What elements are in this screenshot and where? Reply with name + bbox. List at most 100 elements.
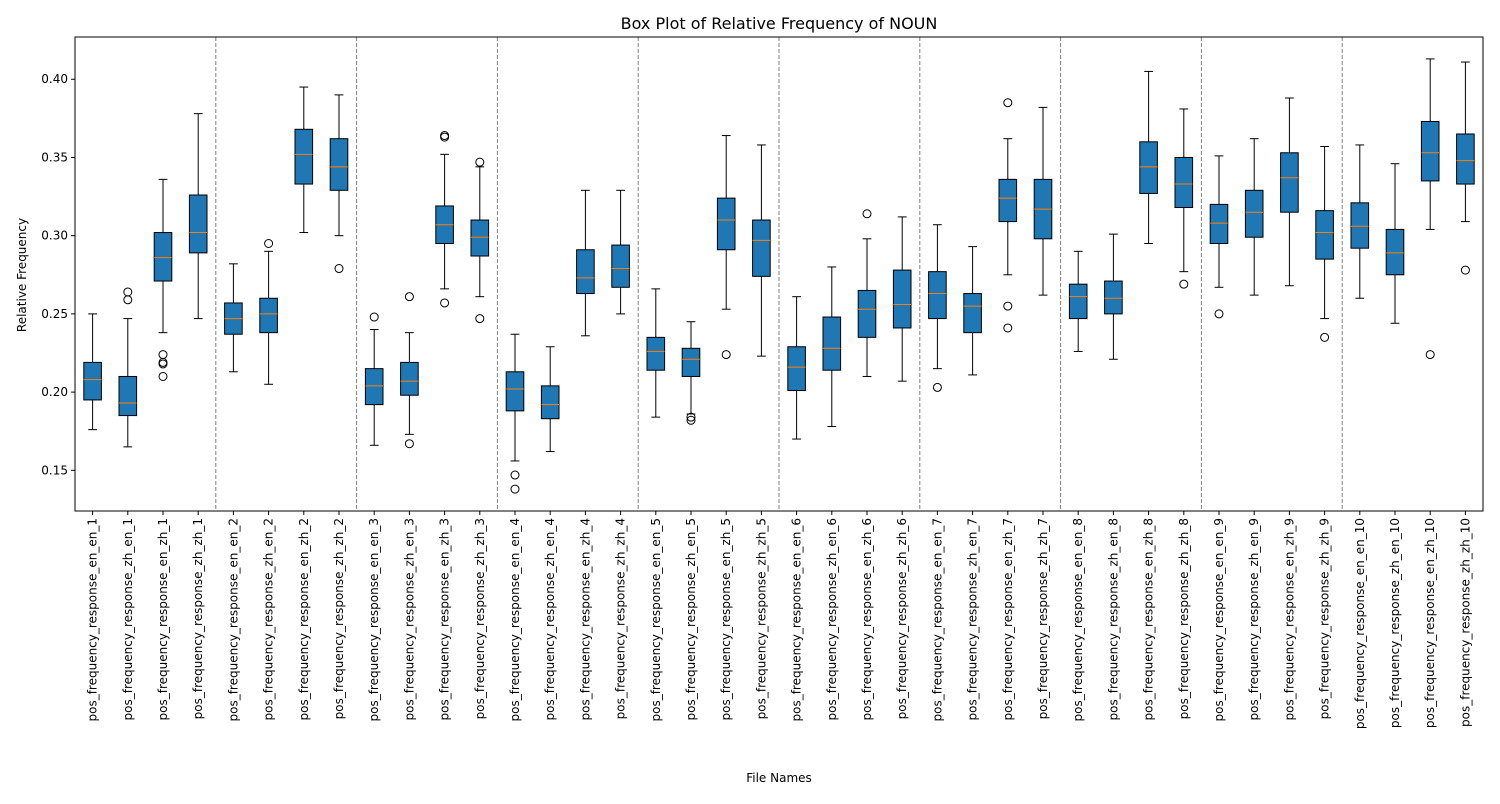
x-tick-label: pos_frequency_response_zh_zh_9 [1318, 518, 1332, 719]
x-tick-label: pos_frequency_response_en_en_1 [86, 518, 100, 722]
x-tick-label: pos_frequency_response_en_zh_3 [438, 518, 452, 720]
box-body [1209, 203, 1229, 244]
y-tick-label: 0.30 [41, 229, 68, 243]
x-tick-label: pos_frequency_response_zh_en_6 [825, 518, 839, 720]
box-5 [224, 263, 243, 373]
outlier-point [932, 382, 942, 392]
x-tick-label: pos_frequency_response_zh_zh_2 [332, 518, 346, 719]
x-tick-label: pos_frequency_response_zh_en_9 [1247, 518, 1261, 720]
box-3 [153, 178, 173, 381]
outlier-point [1179, 279, 1189, 289]
outlier-point [686, 412, 696, 422]
box-body [1350, 202, 1370, 249]
box-21 [787, 296, 806, 440]
box-body [1068, 283, 1088, 320]
outlier-point [862, 209, 872, 219]
box-body [576, 249, 595, 295]
box-series [83, 58, 1475, 494]
box-39 [1420, 58, 1440, 360]
x-tick-label: pos_frequency_response_zh_zh_4 [614, 518, 628, 719]
x-tick-label: pos_frequency_response_en_en_4 [508, 518, 522, 722]
outlier-point [158, 350, 168, 360]
box-body [118, 375, 138, 417]
x-tick-label: pos_frequency_response_zh_zh_7 [1036, 518, 1050, 719]
box-body [364, 368, 384, 406]
x-tick-label: pos_frequency_response_zh_en_8 [1106, 518, 1120, 720]
box-17 [646, 288, 666, 418]
outlier-point [1003, 301, 1013, 311]
box-body [646, 336, 666, 371]
chart-title: Box Plot of Relative Frequency of NOUN [621, 14, 938, 33]
box-14 [540, 346, 560, 453]
box-8 [329, 94, 349, 274]
box-body [329, 138, 349, 191]
box-body [1420, 120, 1440, 182]
outlier-point [686, 415, 696, 425]
x-tick-label: pos_frequency_response_zh_en_5 [684, 518, 698, 720]
box-body [259, 297, 278, 334]
outlier-point [1320, 332, 1330, 342]
y-tick-label: 0.15 [41, 463, 68, 477]
x-tick-label: pos_frequency_response_en_en_8 [1071, 518, 1085, 722]
group-separators [215, 37, 1343, 511]
x-tick-label: pos_frequency_response_en_zh_10 [1423, 518, 1437, 728]
x-tick-label: pos_frequency_response_en_zh_4 [578, 518, 592, 720]
box-body [294, 128, 314, 185]
box-body [470, 219, 490, 257]
box-body [1174, 156, 1194, 209]
y-axis-label: Relative Frequency [15, 218, 29, 332]
box-40 [1456, 61, 1475, 275]
box-20 [752, 144, 771, 357]
box-12 [470, 157, 490, 324]
box-2 [118, 287, 138, 448]
x-tick-label: pos_frequency_response_zh_en_2 [262, 518, 276, 720]
box-body [1456, 133, 1475, 185]
outlier-point [510, 484, 520, 494]
box-body [1315, 210, 1334, 260]
box-body [963, 293, 982, 334]
box-body [752, 219, 771, 277]
box-body [787, 346, 806, 392]
box-23 [857, 209, 877, 377]
box-body [892, 269, 912, 329]
box-29 [1068, 250, 1088, 352]
box-33 [1209, 155, 1229, 319]
outlier-point [1214, 309, 1224, 319]
box-22 [822, 266, 842, 428]
box-body [1280, 152, 1299, 213]
x-axis-ticks: pos_frequency_response_en_en_1 pos_freque… [86, 511, 1472, 729]
box-body [188, 194, 208, 254]
x-tick-label: pos_frequency_response_zh_zh_3 [473, 518, 487, 719]
outlier-point [475, 314, 485, 324]
x-tick-label: pos_frequency_response_zh_zh_5 [754, 518, 768, 719]
outlier-point [1003, 98, 1013, 108]
x-tick-label: pos_frequency_response_zh_en_7 [966, 518, 980, 720]
outlier-point [404, 439, 414, 449]
box-6 [259, 238, 278, 385]
y-tick-label: 0.20 [41, 385, 68, 399]
box-body [716, 197, 736, 251]
x-tick-label: pos_frequency_response_en_en_9 [1212, 518, 1226, 722]
box-9 [364, 312, 384, 446]
box-body [822, 316, 842, 371]
y-tick-label: 0.40 [41, 72, 68, 86]
box-1 [83, 313, 102, 431]
outlier-point [404, 292, 414, 302]
outlier-point [123, 295, 133, 305]
x-tick-label: pos_frequency_response_en_en_6 [790, 518, 804, 722]
y-tick-label: 0.35 [41, 150, 68, 164]
box-26 [963, 246, 982, 376]
box-38 [1385, 163, 1405, 324]
x-tick-label: pos_frequency_response_en_zh_7 [1001, 518, 1015, 720]
x-tick-label: pos_frequency_response_en_en_7 [930, 518, 944, 722]
outlier-point [510, 470, 520, 480]
box-body [1139, 141, 1158, 194]
box-25 [928, 224, 947, 392]
x-tick-label: pos_frequency_response_en_en_2 [226, 518, 240, 722]
box-37 [1350, 144, 1370, 299]
box-4 [188, 113, 208, 320]
box-31 [1139, 70, 1158, 244]
y-tick-label: 0.25 [41, 307, 68, 321]
x-tick-label: pos_frequency_response_zh_zh_1 [191, 518, 205, 719]
outlier-point [264, 238, 274, 248]
